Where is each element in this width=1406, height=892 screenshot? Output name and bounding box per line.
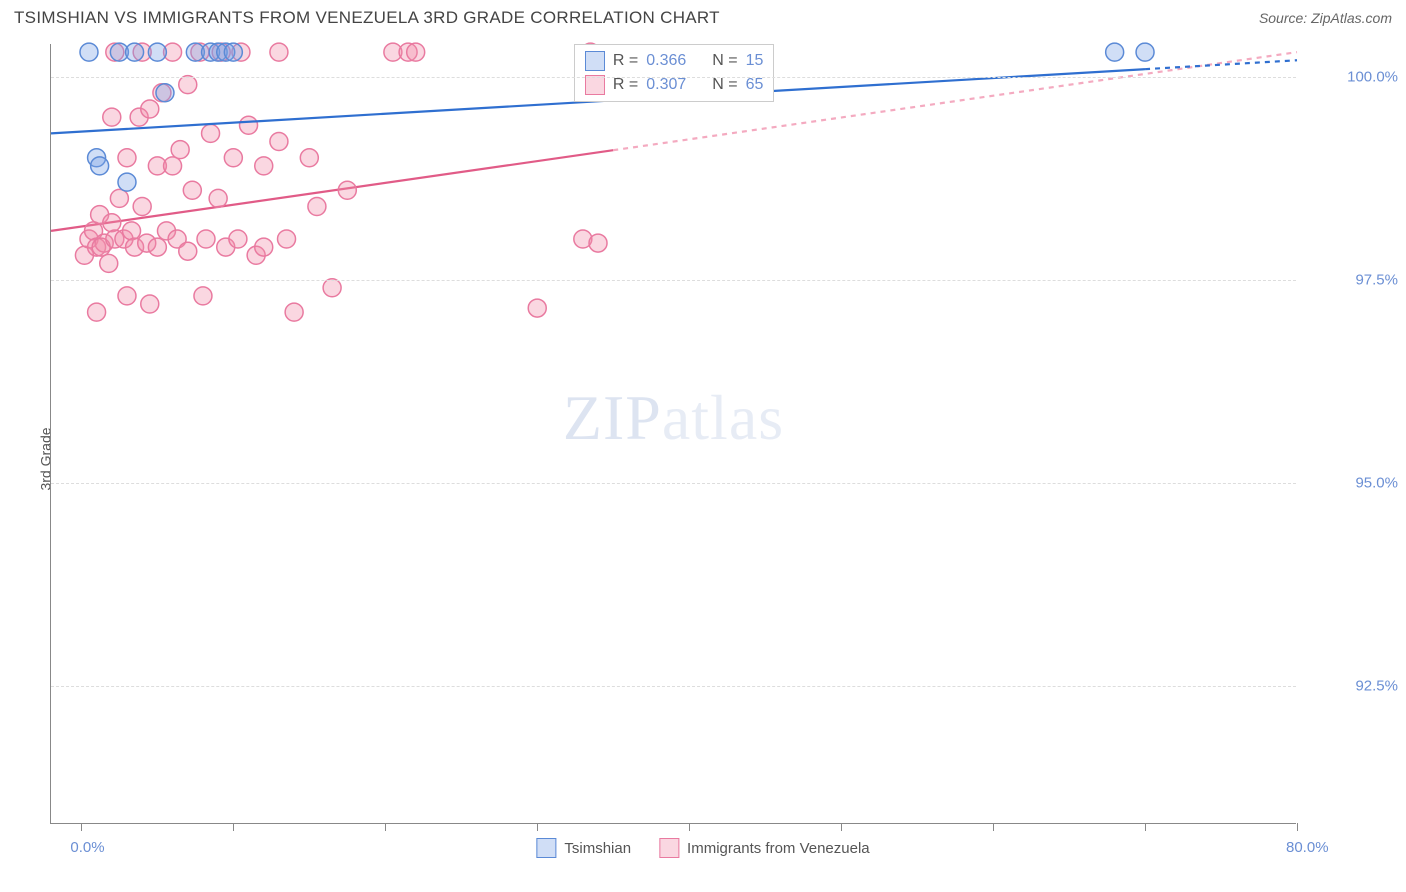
stats-r-val-2: 0.307 bbox=[646, 76, 686, 94]
gridline-horizontal bbox=[51, 686, 1296, 687]
x-tick-mark bbox=[385, 823, 386, 831]
x-tick-mark bbox=[233, 823, 234, 831]
gridline-horizontal bbox=[51, 280, 1296, 281]
plot-svg bbox=[51, 44, 1296, 823]
stats-n-label: N = bbox=[712, 52, 737, 70]
x-tick-label: 80.0% bbox=[1286, 839, 1329, 856]
stats-r-val-1: 0.366 bbox=[646, 52, 686, 70]
plot-area: ZIPatlas R = 0.366 N = 15 R = 0.307 N = … bbox=[50, 44, 1296, 824]
y-tick-label: 97.5% bbox=[1355, 271, 1398, 288]
stats-legend: R = 0.366 N = 15 R = 0.307 N = 65 bbox=[574, 44, 775, 102]
y-tick-label: 92.5% bbox=[1355, 677, 1398, 694]
x-tick-mark bbox=[1297, 823, 1298, 831]
x-tick-label: 0.0% bbox=[70, 839, 104, 856]
x-tick-mark bbox=[841, 823, 842, 831]
x-tick-mark bbox=[993, 823, 994, 831]
stats-n-val-1: 15 bbox=[746, 52, 764, 70]
legend-swatch bbox=[659, 838, 679, 858]
legend-label: Immigrants from Venezuela bbox=[687, 840, 870, 857]
stats-r-label: R = bbox=[613, 76, 638, 94]
gridline-horizontal bbox=[51, 483, 1296, 484]
stats-r-label: R = bbox=[613, 52, 638, 70]
x-tick-mark bbox=[81, 823, 82, 831]
stats-n-val-2: 65 bbox=[746, 76, 764, 94]
y-tick-label: 95.0% bbox=[1355, 474, 1398, 491]
chart-header: TSIMSHIAN VS IMMIGRANTS FROM VENEZUELA 3… bbox=[0, 0, 1406, 34]
stats-n-label: N = bbox=[712, 76, 737, 94]
chart-area: 3rd Grade ZIPatlas R = 0.366 N = 15 R = … bbox=[0, 34, 1406, 884]
x-tick-mark bbox=[689, 823, 690, 831]
stats-row-1: R = 0.366 N = 15 bbox=[585, 49, 764, 73]
gridline-horizontal bbox=[51, 77, 1296, 78]
bottom-legend: Tsimshian Immigrants from Venezuela bbox=[536, 838, 869, 858]
x-tick-mark bbox=[1145, 823, 1146, 831]
chart-title: TSIMSHIAN VS IMMIGRANTS FROM VENEZUELA 3… bbox=[14, 8, 720, 28]
stats-swatch-2 bbox=[585, 75, 605, 95]
legend-item: Tsimshian bbox=[536, 838, 631, 858]
y-tick-label: 100.0% bbox=[1347, 68, 1398, 85]
legend-item: Immigrants from Venezuela bbox=[659, 838, 870, 858]
legend-label: Tsimshian bbox=[564, 840, 631, 857]
legend-swatch bbox=[536, 838, 556, 858]
stats-swatch-1 bbox=[585, 51, 605, 71]
chart-source: Source: ZipAtlas.com bbox=[1259, 10, 1392, 26]
x-tick-mark bbox=[537, 823, 538, 831]
